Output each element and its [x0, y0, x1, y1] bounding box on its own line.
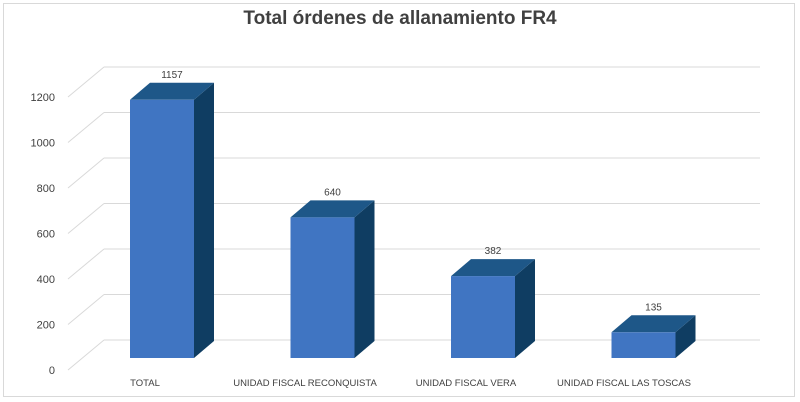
bar-top: [290, 200, 375, 218]
bar-side: [354, 200, 375, 358]
bar: [451, 276, 515, 358]
y-tick-label: 400: [37, 274, 55, 286]
data-label: 135: [645, 302, 662, 313]
x-category-label: UNIDAD FISCAL VERA: [416, 378, 517, 389]
data-label: 1157: [161, 70, 183, 81]
bar-top: [451, 259, 535, 277]
bar: [130, 99, 194, 358]
grid-diagonal: [67, 248, 105, 280]
bar: [611, 332, 676, 358]
bar-side: [675, 315, 696, 358]
chart-title: Total órdenes de allanamiento FR4: [243, 8, 557, 29]
grid-diagonal: [67, 157, 105, 189]
y-tick-label: 1000: [31, 138, 55, 150]
grid-diagonal: [67, 112, 105, 143]
bar-top: [130, 82, 214, 100]
grid-diagonal: [67, 66, 105, 98]
data-label: 382: [485, 246, 502, 257]
grid-diagonal: [67, 294, 105, 325]
y-tick-label: 600: [37, 229, 55, 241]
bar-side: [194, 82, 214, 358]
y-tick-label: 1200: [31, 92, 55, 104]
x-category-label: UNIDAD FISCAL RECONQUISTA: [233, 378, 377, 389]
data-label: 640: [324, 187, 341, 198]
bar: [290, 217, 355, 358]
bar-top: [611, 315, 696, 333]
grid-diagonal: [67, 339, 105, 371]
grid-diagonal: [67, 203, 105, 234]
x-category-label: TOTAL: [130, 378, 160, 389]
y-tick-label: 800: [37, 183, 55, 195]
y-tick-label: 0: [49, 365, 55, 377]
y-tick-label: 200: [37, 320, 55, 332]
x-category-label: UNIDAD FISCAL LAS TOSCAS: [557, 378, 691, 389]
bar-side: [515, 259, 535, 358]
